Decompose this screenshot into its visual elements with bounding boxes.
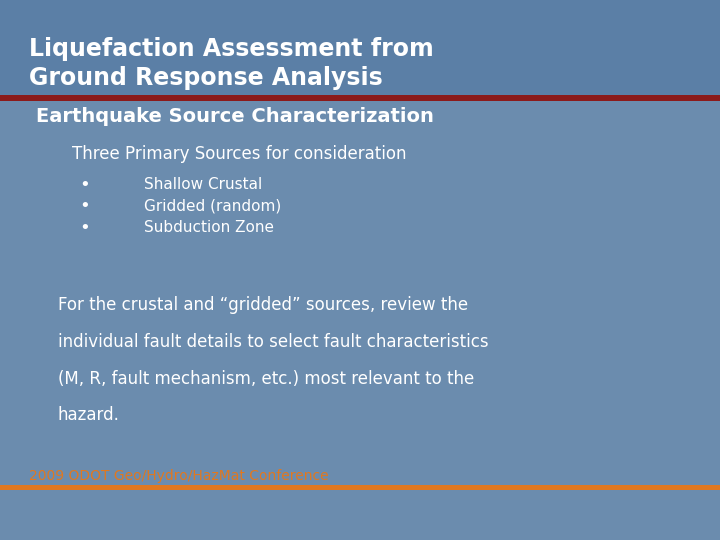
Bar (0, 94, 720, 101)
Bar (0, 0, 720, 94)
Text: hazard.: hazard. (58, 406, 120, 424)
Text: For the crustal and “gridded” sources, review the: For the crustal and “gridded” sources, r… (58, 296, 468, 314)
Bar (0, 485, 720, 490)
Text: •: • (79, 176, 90, 194)
Text: Subduction Zone: Subduction Zone (144, 220, 274, 235)
Text: Liquefaction Assessment from: Liquefaction Assessment from (29, 37, 433, 60)
Text: Three Primary Sources for consideration: Three Primary Sources for consideration (72, 145, 407, 163)
Text: 2009 ODOT Geo/Hydro/HazMat Conference: 2009 ODOT Geo/Hydro/HazMat Conference (29, 469, 328, 483)
Text: Gridded (random): Gridded (random) (144, 199, 282, 214)
Text: Shallow Crustal: Shallow Crustal (144, 177, 262, 192)
Text: Ground Response Analysis: Ground Response Analysis (29, 66, 382, 90)
Text: •: • (79, 219, 90, 237)
Text: individual fault details to select fault characteristics: individual fault details to select fault… (58, 333, 488, 351)
Text: Earthquake Source Characterization: Earthquake Source Characterization (36, 106, 434, 126)
Text: •: • (79, 197, 90, 215)
Text: (M, R, fault mechanism, etc.) most relevant to the: (M, R, fault mechanism, etc.) most relev… (58, 369, 474, 388)
